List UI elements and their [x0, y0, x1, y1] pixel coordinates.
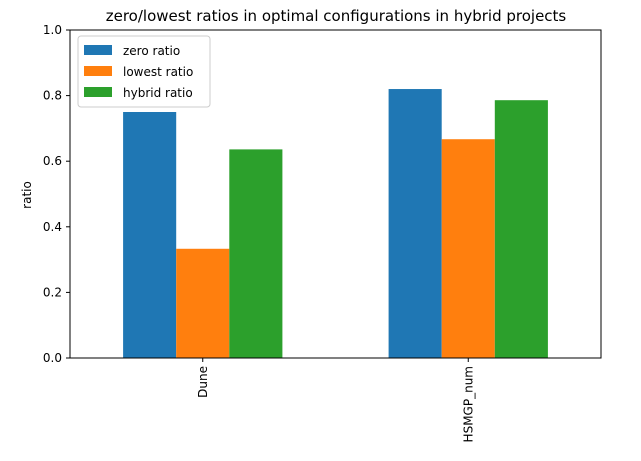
x-tick-label-HSMGP_num: HSMGP_num	[461, 366, 475, 442]
y-tick-label: 0.4	[43, 220, 62, 234]
chart-title: zero/lowest ratios in optimal configurat…	[106, 7, 567, 25]
bar-hybrid-ratio-Dune	[229, 149, 283, 358]
legend: zero ratio lowest ratio hybrid ratio	[77, 35, 211, 108]
y-tick-label: 1.0	[43, 23, 62, 37]
bar-zero-ratio-Dune	[123, 112, 177, 358]
plot-frame	[69, 29, 602, 359]
legend-label-hybrid-ratio: hybrid ratio	[123, 86, 193, 100]
y-tick-label: 0.8	[43, 89, 62, 103]
legend-swatch-hybrid-ratio	[84, 87, 112, 97]
legend-label-zero-ratio: zero ratio	[123, 44, 180, 58]
legend-swatch-lowest-ratio	[84, 66, 112, 76]
legend-label-lowest-ratio: lowest ratio	[123, 65, 193, 79]
bar-hybrid-ratio-HSMGP_num	[494, 100, 548, 358]
y-axis-label: ratio	[20, 181, 34, 209]
axes-layer: 0.0 0.2 0.4 0.6 0.8 1.0 Dune HSMGP_num	[43, 23, 602, 442]
legend-swatch-zero-ratio	[84, 45, 112, 55]
bars-layer	[123, 89, 548, 358]
y-tick-label: 0.2	[43, 285, 62, 299]
bar-lowest-ratio-Dune	[176, 248, 230, 358]
y-tick-label: 0.6	[43, 154, 62, 168]
y-tick-label: 0.0	[43, 351, 62, 365]
bar-zero-ratio-HSMGP_num	[388, 89, 442, 358]
bar-lowest-ratio-HSMGP_num	[441, 139, 495, 358]
x-tick-label-Dune: Dune	[196, 366, 210, 398]
